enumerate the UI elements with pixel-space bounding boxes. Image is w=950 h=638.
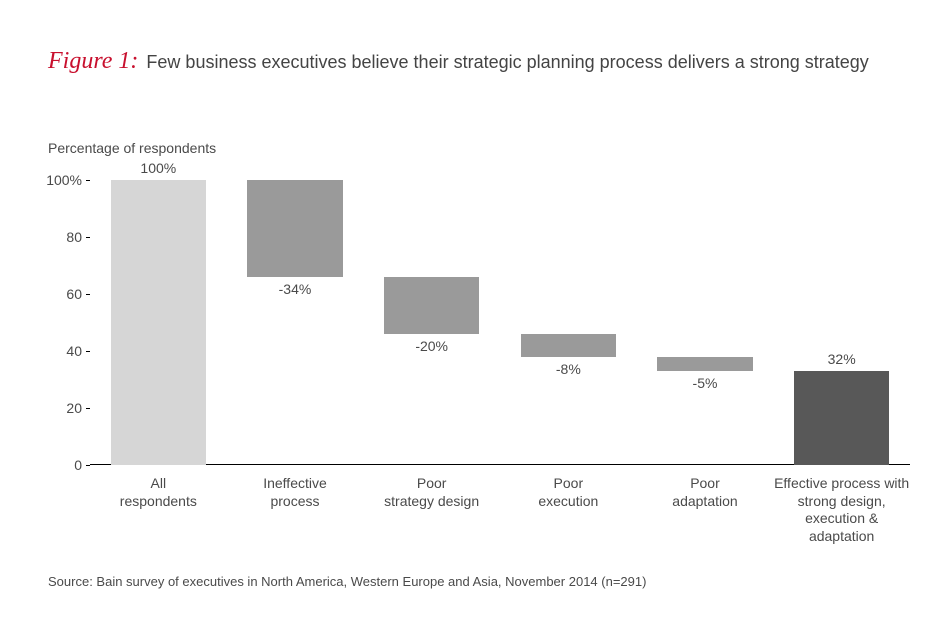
category-label: Poorstrategy design [363, 475, 500, 510]
bar-value-label: ‑5% [657, 375, 753, 391]
source-note: Source: Bain survey of executives in Nor… [48, 574, 646, 589]
y-tick-label: 0 [74, 457, 82, 473]
y-tick-mark [86, 408, 90, 409]
waterfall-chart: 020406080100%100%Allrespondents‑34%Ineff… [90, 180, 910, 465]
category-label: Effective process withstrong design,exec… [773, 475, 910, 545]
bar-value-label: ‑34% [247, 281, 343, 297]
y-tick-label: 100% [46, 172, 82, 188]
y-axis-title: Percentage of respondents [48, 140, 216, 156]
y-tick-mark [86, 237, 90, 238]
category-label: Allrespondents [90, 475, 227, 510]
waterfall-bar: ‑20% [384, 277, 480, 334]
waterfall-bar: ‑34% [247, 180, 343, 277]
waterfall-bar: 100% [111, 180, 207, 465]
bar-value-label: 100% [111, 160, 207, 176]
bar-value-label: ‑8% [521, 361, 617, 377]
category-label: Ineffectiveprocess [227, 475, 364, 510]
x-axis-baseline [90, 464, 910, 465]
y-tick-mark [86, 180, 90, 181]
title-row: Figure 1: Few business executives believ… [48, 48, 910, 75]
bar-value-label: 32% [794, 351, 890, 367]
waterfall-bar: 32% [794, 371, 890, 465]
y-tick-label: 60 [66, 286, 82, 302]
y-tick-mark [86, 351, 90, 352]
waterfall-bar: ‑8% [521, 334, 617, 357]
figure-title: Few business executives believe their st… [146, 52, 868, 73]
y-tick-mark [86, 294, 90, 295]
figure-container: Figure 1: Few business executives believ… [0, 0, 950, 638]
waterfall-bar: ‑5% [657, 357, 753, 371]
category-label: Pooradaptation [637, 475, 774, 510]
y-tick-label: 40 [66, 343, 82, 359]
y-tick-label: 80 [66, 229, 82, 245]
category-label: Poorexecution [500, 475, 637, 510]
bar-value-label: ‑20% [384, 338, 480, 354]
y-tick-label: 20 [66, 400, 82, 416]
y-tick-mark [86, 465, 90, 466]
figure-number-label: Figure 1: [48, 48, 138, 75]
